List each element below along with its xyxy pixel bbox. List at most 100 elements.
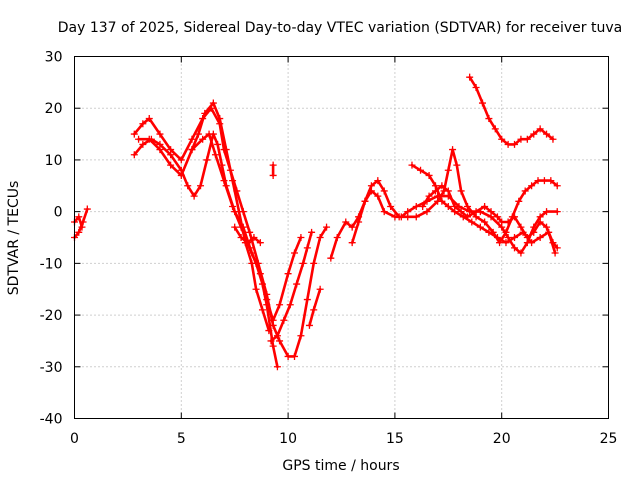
- data-point: [380, 187, 388, 195]
- data-point: [299, 259, 307, 267]
- data-point: [188, 146, 196, 154]
- series-track-f: [188, 99, 273, 335]
- data-point: [412, 202, 420, 210]
- data-point: [203, 156, 211, 164]
- x-tick-label: 20: [493, 431, 511, 447]
- data-point: [417, 166, 425, 174]
- data-point: [130, 130, 138, 138]
- data-point: [468, 218, 476, 226]
- data-point: [291, 249, 299, 257]
- data-point: [504, 140, 512, 148]
- data-point: [534, 177, 542, 185]
- data-point: [395, 213, 403, 221]
- data-point: [438, 182, 446, 190]
- data-point: [135, 135, 143, 143]
- data-point: [252, 285, 260, 293]
- data-point: [316, 234, 324, 241]
- data-point: [481, 218, 489, 226]
- data-point: [481, 202, 489, 210]
- data-point: [177, 156, 185, 164]
- data-point: [528, 239, 536, 247]
- data-point: [237, 234, 245, 241]
- data-point: [248, 259, 256, 267]
- data-point: [269, 342, 277, 350]
- data-point: [551, 249, 559, 257]
- data-point: [472, 84, 480, 92]
- data-point: [431, 187, 439, 195]
- data-layer: [71, 73, 561, 371]
- x-tick-label: 10: [279, 431, 297, 447]
- data-point: [308, 228, 316, 236]
- data-point: [444, 166, 452, 174]
- data-point: [502, 239, 510, 247]
- data-point: [280, 316, 288, 324]
- data-point: [269, 171, 277, 179]
- plot-frame: [74, 56, 609, 419]
- data-point: [412, 213, 420, 221]
- data-point: [523, 135, 531, 143]
- data-point: [464, 202, 472, 210]
- data-point: [303, 296, 311, 304]
- data-point: [310, 259, 318, 267]
- data-point: [75, 213, 83, 221]
- data-point: [229, 202, 237, 210]
- data-point: [78, 223, 86, 231]
- data-point: [549, 239, 557, 247]
- data-point: [276, 337, 284, 345]
- data-point: [553, 208, 561, 216]
- series-track-o: [269, 161, 277, 179]
- data-point: [530, 228, 538, 236]
- series-line: [468, 75, 555, 146]
- data-point: [511, 213, 519, 221]
- y-tick-labels: -40 -30 -20 -10 0 10 20 30: [40, 50, 63, 428]
- series-track-j: [327, 187, 561, 262]
- series-track-n: [466, 73, 557, 148]
- data-point: [543, 130, 551, 138]
- data-point: [493, 234, 501, 241]
- data-point: [543, 208, 551, 216]
- y-tick-label: -40: [40, 412, 63, 428]
- data-point: [367, 182, 375, 190]
- series-track-e: [135, 130, 281, 371]
- data-point: [139, 120, 147, 128]
- x-tick-label: 15: [386, 431, 404, 447]
- data-point: [209, 99, 217, 107]
- data-point: [423, 208, 431, 216]
- data-point: [496, 239, 504, 247]
- data-point: [517, 223, 525, 231]
- data-point: [156, 146, 164, 154]
- data-point: [515, 197, 523, 205]
- data-point: [201, 109, 209, 117]
- data-point: [199, 135, 207, 143]
- data-point: [130, 151, 138, 159]
- data-point: [466, 73, 474, 81]
- series-line: [133, 106, 328, 358]
- data-point: [235, 208, 243, 216]
- data-point: [523, 234, 531, 241]
- x-tick-label: 25: [600, 431, 618, 447]
- data-point: [487, 208, 495, 216]
- x-tick-labels: 0 5 10 15 20 25: [70, 431, 617, 447]
- data-point: [310, 306, 318, 314]
- data-point: [269, 161, 277, 169]
- data-point: [214, 140, 222, 148]
- data-point: [256, 239, 264, 247]
- y-tick-label: -30: [40, 360, 63, 376]
- data-point: [177, 171, 185, 179]
- data-point: [220, 177, 228, 185]
- data-point: [265, 327, 273, 335]
- data-point: [348, 223, 356, 231]
- x-axis-label: GPS time / hours: [282, 458, 399, 474]
- y-tick-label: 0: [54, 205, 63, 221]
- series-track-m: [419, 182, 561, 252]
- data-point: [258, 280, 266, 288]
- data-point: [517, 249, 525, 257]
- data-point: [451, 202, 459, 210]
- data-point: [273, 363, 281, 371]
- y-tick-label: -20: [40, 308, 63, 324]
- data-point: [267, 337, 275, 345]
- data-point: [246, 228, 254, 236]
- data-point: [536, 234, 544, 241]
- data-point: [547, 177, 555, 185]
